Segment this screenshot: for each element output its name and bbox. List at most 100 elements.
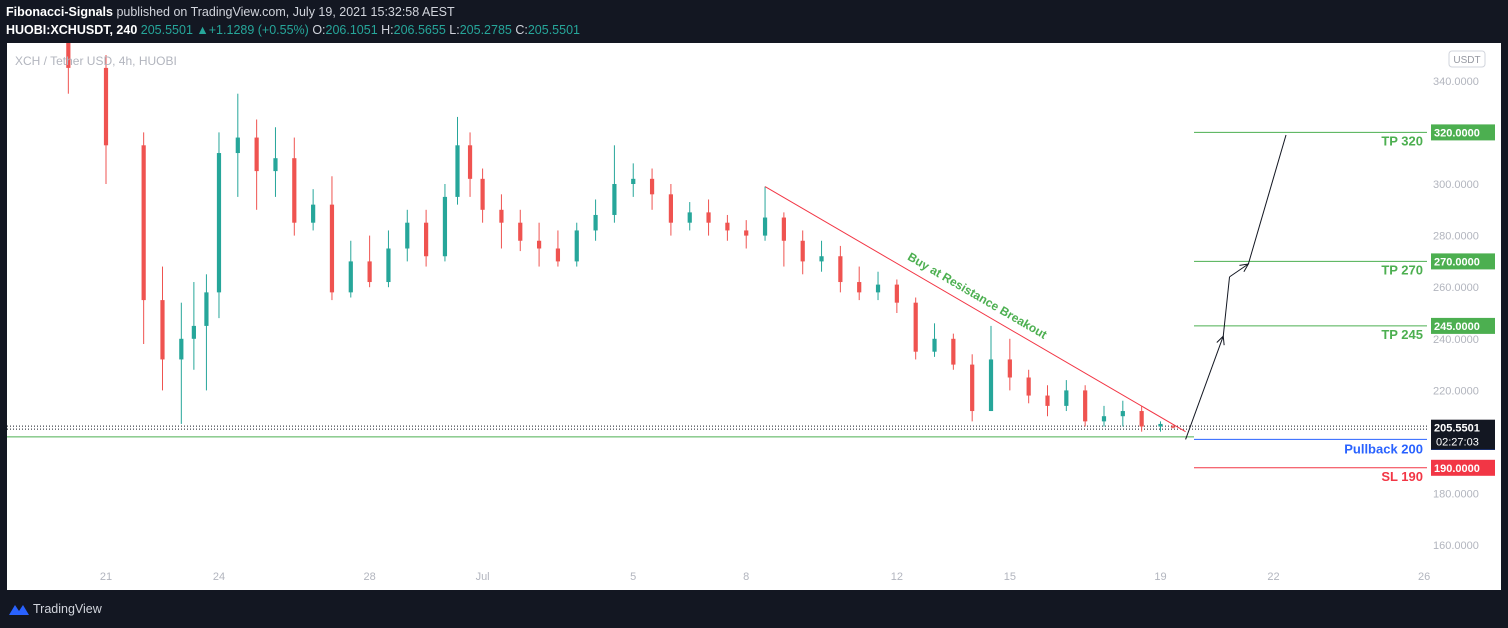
candle-body [1101, 416, 1107, 422]
candle-body [141, 145, 146, 301]
candle-body [988, 359, 994, 412]
level-label: TP 320 [1381, 133, 1423, 148]
y-tick-label: 220.0000 [1433, 385, 1479, 397]
y-tick-label: 300.0000 [1433, 179, 1479, 191]
resistance-trendline [764, 186, 1186, 433]
candle-body [405, 222, 410, 249]
candle-body [1139, 411, 1144, 427]
candle-body [518, 222, 523, 241]
symbol-label: HUOBI:XCHUSDT, 240 [6, 23, 138, 37]
x-tick-label: 19 [1154, 571, 1166, 583]
candle-body [668, 194, 673, 223]
y-tick-label: 160.0000 [1433, 540, 1479, 552]
candle-body [480, 178, 485, 210]
price-axis[interactable]: 160.0000180.0000200.0000220.0000240.0000… [1431, 76, 1495, 552]
candle-body [386, 248, 391, 283]
last-price-label: 205.5501 [1434, 423, 1480, 435]
close-value: 205.5501 [527, 23, 580, 37]
candle-body [292, 158, 297, 223]
low-value: 205.2785 [459, 23, 512, 37]
y-tick-label: 340.0000 [1433, 76, 1479, 88]
candle-body [235, 137, 240, 154]
brand-name[interactable]: TradingView [33, 602, 102, 616]
candle-body [179, 338, 184, 360]
candle-body [204, 292, 209, 326]
price-badge-label: 320.0000 [1434, 127, 1480, 139]
candle-body [216, 153, 222, 293]
candle-body [191, 325, 196, 339]
candle-body [273, 158, 278, 172]
candle-body [1045, 395, 1050, 406]
price-badge [1431, 317, 1495, 334]
x-tick-label: 5 [630, 571, 636, 583]
open-value: 206.1051 [325, 23, 378, 37]
candle-body [857, 282, 862, 293]
price-badge-label: 270.0000 [1434, 256, 1480, 268]
candle-body [348, 261, 353, 293]
candle-body [254, 137, 259, 172]
trade-levels: TP 320 TP 270 TP 245 Pullback 200 SL 190 [7, 131, 1427, 484]
drawings: Buy at Resistance Breakout [764, 134, 1287, 440]
level-label: Pullback 200 [1344, 441, 1423, 456]
high-value: 206.5655 [393, 23, 446, 37]
trendline-label: Buy at Resistance Breakout [905, 250, 1049, 342]
candle-body [1007, 359, 1012, 378]
candle-body [1064, 390, 1069, 406]
currency-label: USDT [1453, 55, 1480, 66]
candle-body [1026, 377, 1031, 396]
candle-body [649, 178, 655, 195]
projection-segment [1222, 276, 1231, 337]
candle-body [1158, 423, 1163, 427]
projection-segment [1247, 134, 1287, 265]
tradingview-logo-icon[interactable] [8, 602, 30, 616]
candles [66, 43, 1176, 432]
candle-body [555, 248, 561, 262]
low-label: L: [449, 23, 460, 37]
candle-body [66, 43, 71, 68]
price-badge-label: 245.0000 [1434, 321, 1480, 333]
candle-body [913, 302, 918, 352]
y-tick-label: 240.0000 [1433, 334, 1479, 346]
footer-bar: TradingView [0, 590, 1508, 628]
candle-body [536, 240, 542, 249]
candle-body [951, 338, 956, 365]
countdown-label: 02:27:03 [1436, 437, 1479, 449]
price-change: ▲+1.1289 (+0.55%) [196, 23, 309, 37]
price-chart[interactable]: TP 320 TP 270 TP 245 Pullback 200 SL 190 Buy… [7, 43, 1501, 590]
author-name: Fibonacci-Signals [6, 5, 113, 19]
currency-badge[interactable]: USDT [1448, 50, 1486, 68]
candle-body [932, 338, 937, 352]
candle-body [103, 67, 109, 146]
candle-body [1120, 411, 1125, 417]
x-tick-label: 8 [743, 571, 749, 583]
candle-body [612, 184, 617, 215]
candle-body [311, 204, 316, 223]
candle-body [687, 212, 692, 223]
candle-body [442, 196, 448, 257]
candle-body [762, 217, 768, 236]
x-tick-label: 22 [1267, 571, 1279, 583]
candle-body [744, 230, 749, 236]
price-badge [1431, 459, 1495, 476]
x-tick-label: 24 [213, 571, 225, 583]
candle-body [1083, 390, 1088, 422]
open-label: O: [312, 23, 326, 37]
projection-segment [1229, 263, 1249, 278]
candle-body [970, 364, 975, 412]
last-price: 205.5501 [140, 23, 193, 37]
high-label: H: [381, 23, 394, 37]
level-label: TP 245 [1381, 327, 1423, 342]
candle-body [781, 217, 786, 241]
candle-body [1170, 426, 1176, 428]
candle-body [725, 222, 730, 231]
y-tick-label: 280.0000 [1433, 231, 1479, 243]
candle-body [467, 145, 473, 179]
candle-body [819, 256, 824, 262]
last-price-badge [1431, 419, 1495, 450]
chart-area[interactable]: TP 320 TP 270 TP 245 Pullback 200 SL 190 Buy… [7, 43, 1501, 590]
time-axis[interactable]: 21 24 28 Jul 5 8 12 15 19 22 26 [100, 571, 1430, 583]
ohlc-legend: HUOBI:XCHUSDT, 240 205.5501 ▲+1.1289 (+0… [6, 23, 580, 37]
close-label: C: [515, 23, 528, 37]
x-tick-label: Jul [476, 571, 490, 583]
projection-segment [1185, 336, 1224, 440]
